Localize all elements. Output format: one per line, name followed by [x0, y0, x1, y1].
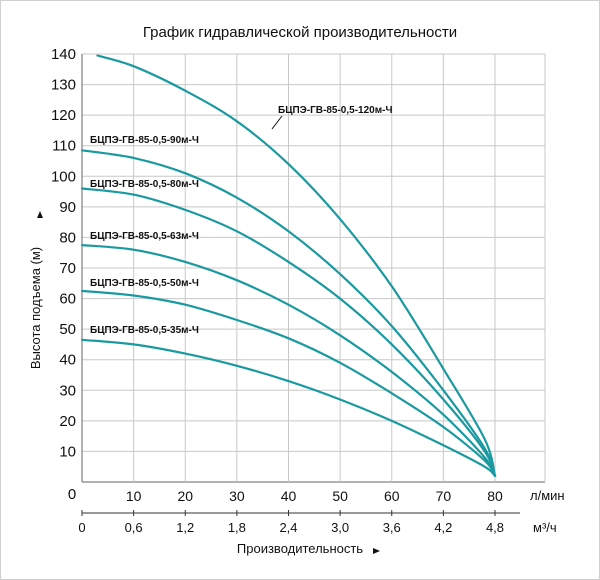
grid — [81, 53, 546, 483]
x-tick-label: 20 — [177, 488, 193, 504]
y-tick-labels: 10 20 30 40 50 60 70 80 90 100 110 120 130 140 — [51, 46, 76, 460]
x2-tick-label: 1,8 — [228, 520, 246, 535]
y-axis-label: Высота подъема (м) — [28, 247, 43, 369]
x-tick-label: 10 — [126, 488, 142, 504]
y-tick-label: 60 — [59, 291, 76, 308]
series-label: БЦПЭ-ГВ-85-0,5-50м-Ч — [90, 278, 199, 289]
series-line — [80, 338, 497, 477]
x2-tick-label: 1,2 — [176, 520, 194, 535]
x-tick-label: 80 — [487, 488, 503, 504]
series-label: БЦПЭ-ГВ-85-0,5-35м-Ч — [90, 325, 199, 336]
x2-tick-label: 0,6 — [125, 520, 143, 535]
series-line — [80, 149, 497, 477]
x-axis-arrow-icon — [373, 548, 380, 554]
y-tick-label: 10 — [59, 443, 76, 460]
y-tick-label: 40 — [59, 352, 76, 369]
x-tick-label: 60 — [384, 488, 400, 504]
chart-title: График гидравлической производительности — [143, 24, 457, 41]
series-line — [96, 54, 497, 477]
series-label: БЦПЭ-ГВ-85-0,5-90м-Ч — [90, 135, 199, 146]
series-line — [80, 289, 497, 477]
y-tick-label: 130 — [51, 77, 76, 94]
x2-unit-label: м³/ч — [533, 520, 557, 535]
series-line — [80, 187, 497, 477]
y-tick-label: 140 — [51, 46, 76, 63]
y-tick-label: 100 — [51, 168, 76, 185]
series-label: БЦПЭ-ГВ-85-0,5-120м-Ч — [278, 105, 392, 116]
series-label: БЦПЭ-ГВ-85-0,5-80м-Ч — [90, 179, 199, 190]
x-tick-label: 40 — [281, 488, 297, 504]
y-tick-label: 120 — [51, 107, 76, 124]
y-tick-label: 80 — [59, 229, 76, 246]
series-label-leader — [271, 115, 283, 130]
x2-tick-label: 0 — [78, 520, 85, 535]
x-tick-label: 70 — [436, 488, 452, 504]
series-group — [80, 54, 497, 477]
y-tick-label: 50 — [59, 321, 76, 338]
x2-tick-label: 3,6 — [383, 520, 401, 535]
y-tick-label: 90 — [59, 199, 76, 216]
y-origin-label: 0 — [68, 486, 76, 503]
series-line — [80, 244, 497, 477]
x-axis-label: Производительность — [237, 541, 363, 556]
x-tick-label: 30 — [229, 488, 245, 504]
x-unit-label: л/мин — [530, 488, 565, 503]
x2-tick-label: 4,8 — [486, 520, 504, 535]
y-tick-label: 30 — [59, 382, 76, 399]
x-tick-labels: 10 20 30 40 50 60 70 80 — [126, 488, 503, 504]
x2-tick-label: 4,2 — [434, 520, 452, 535]
y-tick-label: 70 — [59, 260, 76, 277]
x-tick-label: 50 — [332, 488, 348, 504]
y-tick-label: 110 — [52, 138, 76, 155]
y-tick-label: 20 — [59, 413, 76, 430]
y-axis-arrow-icon — [37, 211, 43, 218]
series-labels: БЦПЭ-ГВ-85-0,5-120м-Ч БЦПЭ-ГВ-85-0,5-90м-… — [90, 105, 392, 336]
x2-tick-label: 2,4 — [279, 520, 297, 535]
x2-tick-label: 3,0 — [331, 520, 349, 535]
x2-tick-labels: 0 0,6 1,2 1,8 2,4 3,0 3,6 4,2 4,8 — [78, 510, 504, 535]
series-label: БЦПЭ-ГВ-85-0,5-63м-Ч — [90, 231, 199, 242]
